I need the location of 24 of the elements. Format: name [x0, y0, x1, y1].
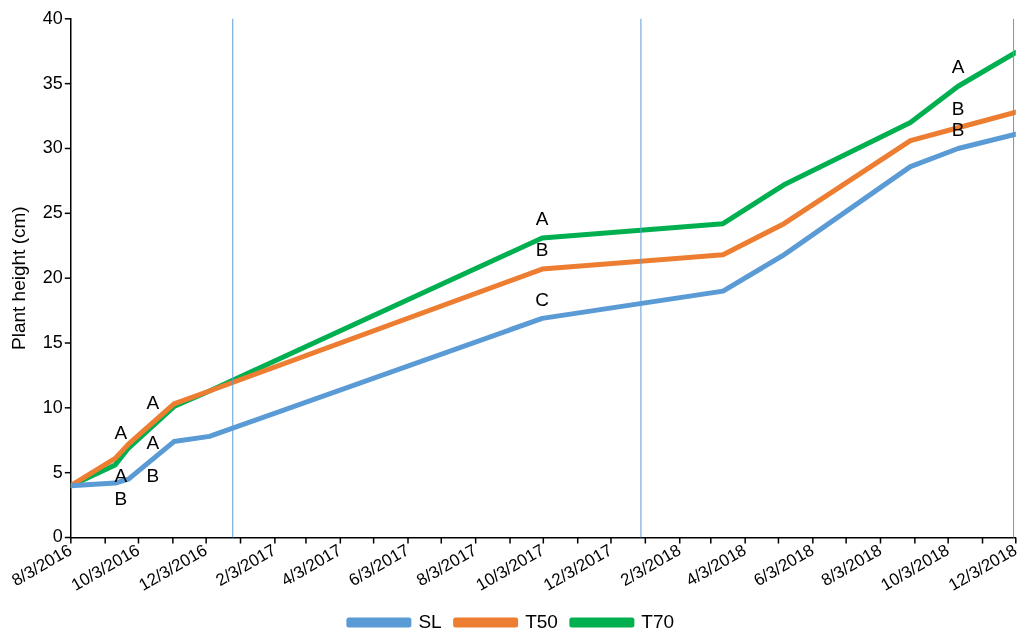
- y-tick-label: 0: [52, 526, 63, 547]
- y-tick-label: 15: [42, 331, 63, 352]
- annotation: C: [535, 288, 550, 310]
- annotation: A: [146, 392, 160, 414]
- annotation: B: [146, 464, 160, 486]
- y-tick-label: 25: [42, 202, 63, 223]
- y-tick-label: 40: [42, 7, 63, 28]
- y-tick-label: 5: [52, 461, 63, 482]
- annotation: A: [114, 422, 128, 444]
- y-tick-label: 30: [42, 137, 63, 158]
- y-tick-label: 10: [42, 396, 63, 417]
- annotation: A: [146, 432, 160, 454]
- annotation: A: [951, 56, 965, 78]
- legend-label: T70: [641, 610, 675, 632]
- annotation: B: [951, 97, 965, 119]
- y-tick-label: 35: [42, 72, 63, 93]
- annotation: B: [114, 487, 128, 509]
- annotation: B: [951, 118, 965, 140]
- annotation: A: [535, 208, 549, 230]
- annotation: B: [535, 239, 549, 261]
- legend-label: T50: [525, 610, 558, 632]
- y-axis-title: Plant height (cm): [7, 206, 29, 350]
- y-tick-label: 20: [42, 267, 63, 288]
- legend-label: SL: [418, 610, 442, 632]
